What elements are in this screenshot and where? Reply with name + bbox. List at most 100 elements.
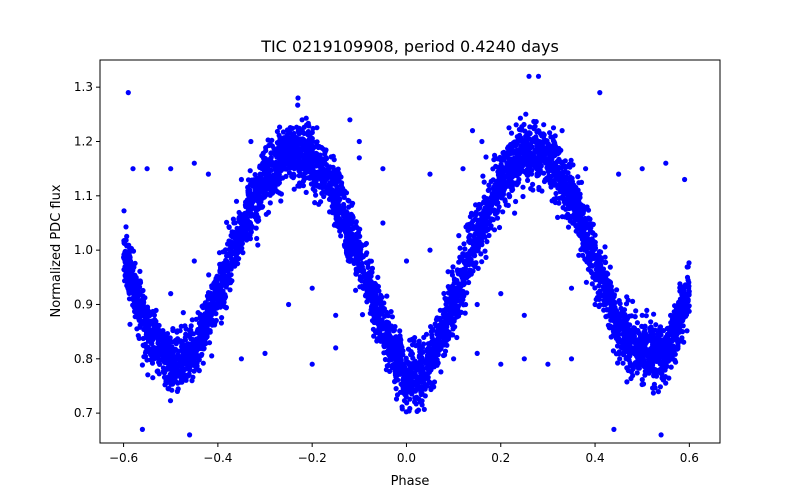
data-point [404,400,410,406]
data-point [277,124,283,130]
data-point [419,390,425,396]
data-point [585,207,592,213]
data-point [483,214,489,220]
data-point [178,370,184,377]
data-point [596,283,602,289]
data-point [535,128,541,134]
data-point [604,307,610,313]
data-point [140,302,146,308]
data-point [325,166,331,172]
data-point [172,366,178,372]
data-point [365,264,371,270]
data-point [248,212,254,218]
data-point [407,396,413,402]
data-point [255,242,261,248]
data-point [500,209,506,215]
data-point [558,147,564,153]
data-point [651,311,657,317]
data-point [392,335,398,341]
data-point [657,384,664,390]
data-point [642,343,648,349]
data-point [539,188,545,194]
data-point [280,129,286,135]
data-point [402,392,408,398]
data-point [393,396,400,402]
data-point [550,125,557,131]
data-point [130,248,137,254]
data-point [566,161,573,167]
data-point [249,177,255,183]
data-point [245,210,251,216]
data-point [620,360,626,366]
data-point [175,386,181,392]
data-point [481,179,487,185]
data-point [685,298,691,304]
data-point [440,331,446,337]
data-point [288,165,294,171]
data-point [227,287,233,293]
data-point [508,130,515,136]
data-point [466,279,472,286]
data-point [345,197,351,203]
data-point [140,335,146,342]
data-point [236,209,242,216]
data-point [186,358,192,364]
data-point [423,331,430,337]
data-point [243,223,249,229]
data-point [629,329,636,335]
data-point [219,315,225,321]
data-point [303,189,309,195]
data-point [576,252,582,258]
data-point [266,158,272,164]
data-point [233,254,239,260]
data-point [364,283,370,290]
data-point [476,236,482,242]
data-point [359,312,366,318]
data-point [300,152,306,158]
data-point [263,211,269,217]
data-point [580,203,586,209]
data-point [551,161,557,167]
data-point [155,368,161,374]
data-point [299,117,305,123]
data-point [446,329,452,335]
data-point [556,156,562,162]
data-point [541,178,548,185]
data-point [685,264,691,270]
data-point [520,139,526,145]
data-point [207,329,213,335]
data-point [668,320,674,326]
data-point [536,153,542,159]
data-point [660,328,667,334]
data-point [444,337,450,343]
data-point [301,130,307,136]
data-point [511,171,517,177]
data-point [669,332,675,338]
data-point [634,370,640,376]
data-point [146,349,152,355]
data-point [513,198,519,205]
data-point [388,363,395,369]
data-point [182,335,188,341]
data-point [556,195,563,201]
data-point [340,205,346,211]
data-point [486,221,492,227]
data-point [359,243,365,249]
data-point [378,292,384,298]
data-point [672,357,678,363]
data-point [416,396,422,402]
data-point [299,146,305,152]
data-point [331,171,337,177]
data-point [606,325,613,331]
data-point [523,147,529,153]
data-point [283,173,289,179]
data-point [254,235,260,242]
data-point [150,375,156,381]
data-point [389,314,395,320]
data-point [399,406,405,412]
data-point [386,341,392,347]
data-point [555,176,561,182]
data-point [353,223,359,229]
data-point [445,269,451,275]
